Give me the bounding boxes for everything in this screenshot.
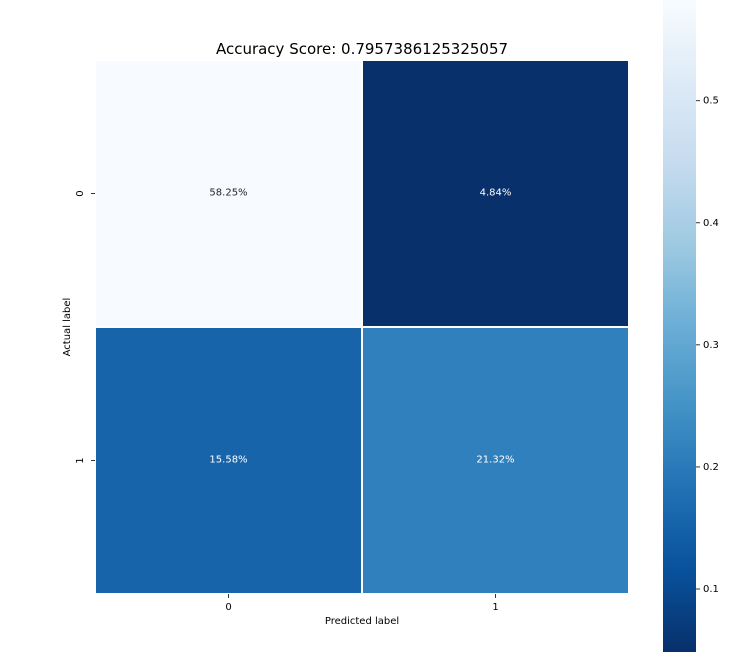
cell-label-r1-c0: 15.58% — [209, 455, 247, 466]
colorbar-tick-label: 0.2 — [703, 462, 719, 473]
heatmap-cell-r1-c1 — [361, 326, 630, 595]
x-tick-label-1: 1 — [492, 602, 498, 613]
heatmap-cell-r0-c1 — [361, 59, 630, 328]
colorbar-tick-label: 0.5 — [703, 96, 719, 107]
y-tick-label-1: 1 — [75, 457, 86, 463]
heatmap-cell-r0-c0 — [94, 59, 363, 328]
y-axis-ticks: 01 — [75, 190, 95, 464]
cell-labels: 58.25% 4.84% 15.58% 21.32% — [209, 188, 514, 466]
colorbar-tick-label: 0.3 — [703, 340, 719, 351]
colorbar — [663, 0, 696, 652]
colorbar-tick-label: 0.4 — [703, 218, 719, 229]
heatmap-cell-r1-c0 — [94, 326, 363, 595]
cell-label-r0-c1: 4.84% — [480, 188, 512, 199]
x-tick-label-0: 0 — [225, 602, 231, 613]
cell-label-r1-c1: 21.32% — [476, 455, 514, 466]
colorbar-ticks: 0.1 0.2 0.3 0.4 0.5 — [696, 96, 719, 595]
y-axis-label: Actual label — [62, 298, 73, 357]
y-tick-label-0: 0 — [75, 190, 86, 196]
heatmap-cells — [94, 59, 630, 595]
colorbar-tick-label: 0.1 — [703, 584, 719, 595]
x-axis-label: Predicted label — [325, 616, 399, 627]
chart-title: Accuracy Score: 0.7957386125325057 — [216, 40, 508, 58]
cell-label-r0-c0: 58.25% — [209, 188, 247, 199]
